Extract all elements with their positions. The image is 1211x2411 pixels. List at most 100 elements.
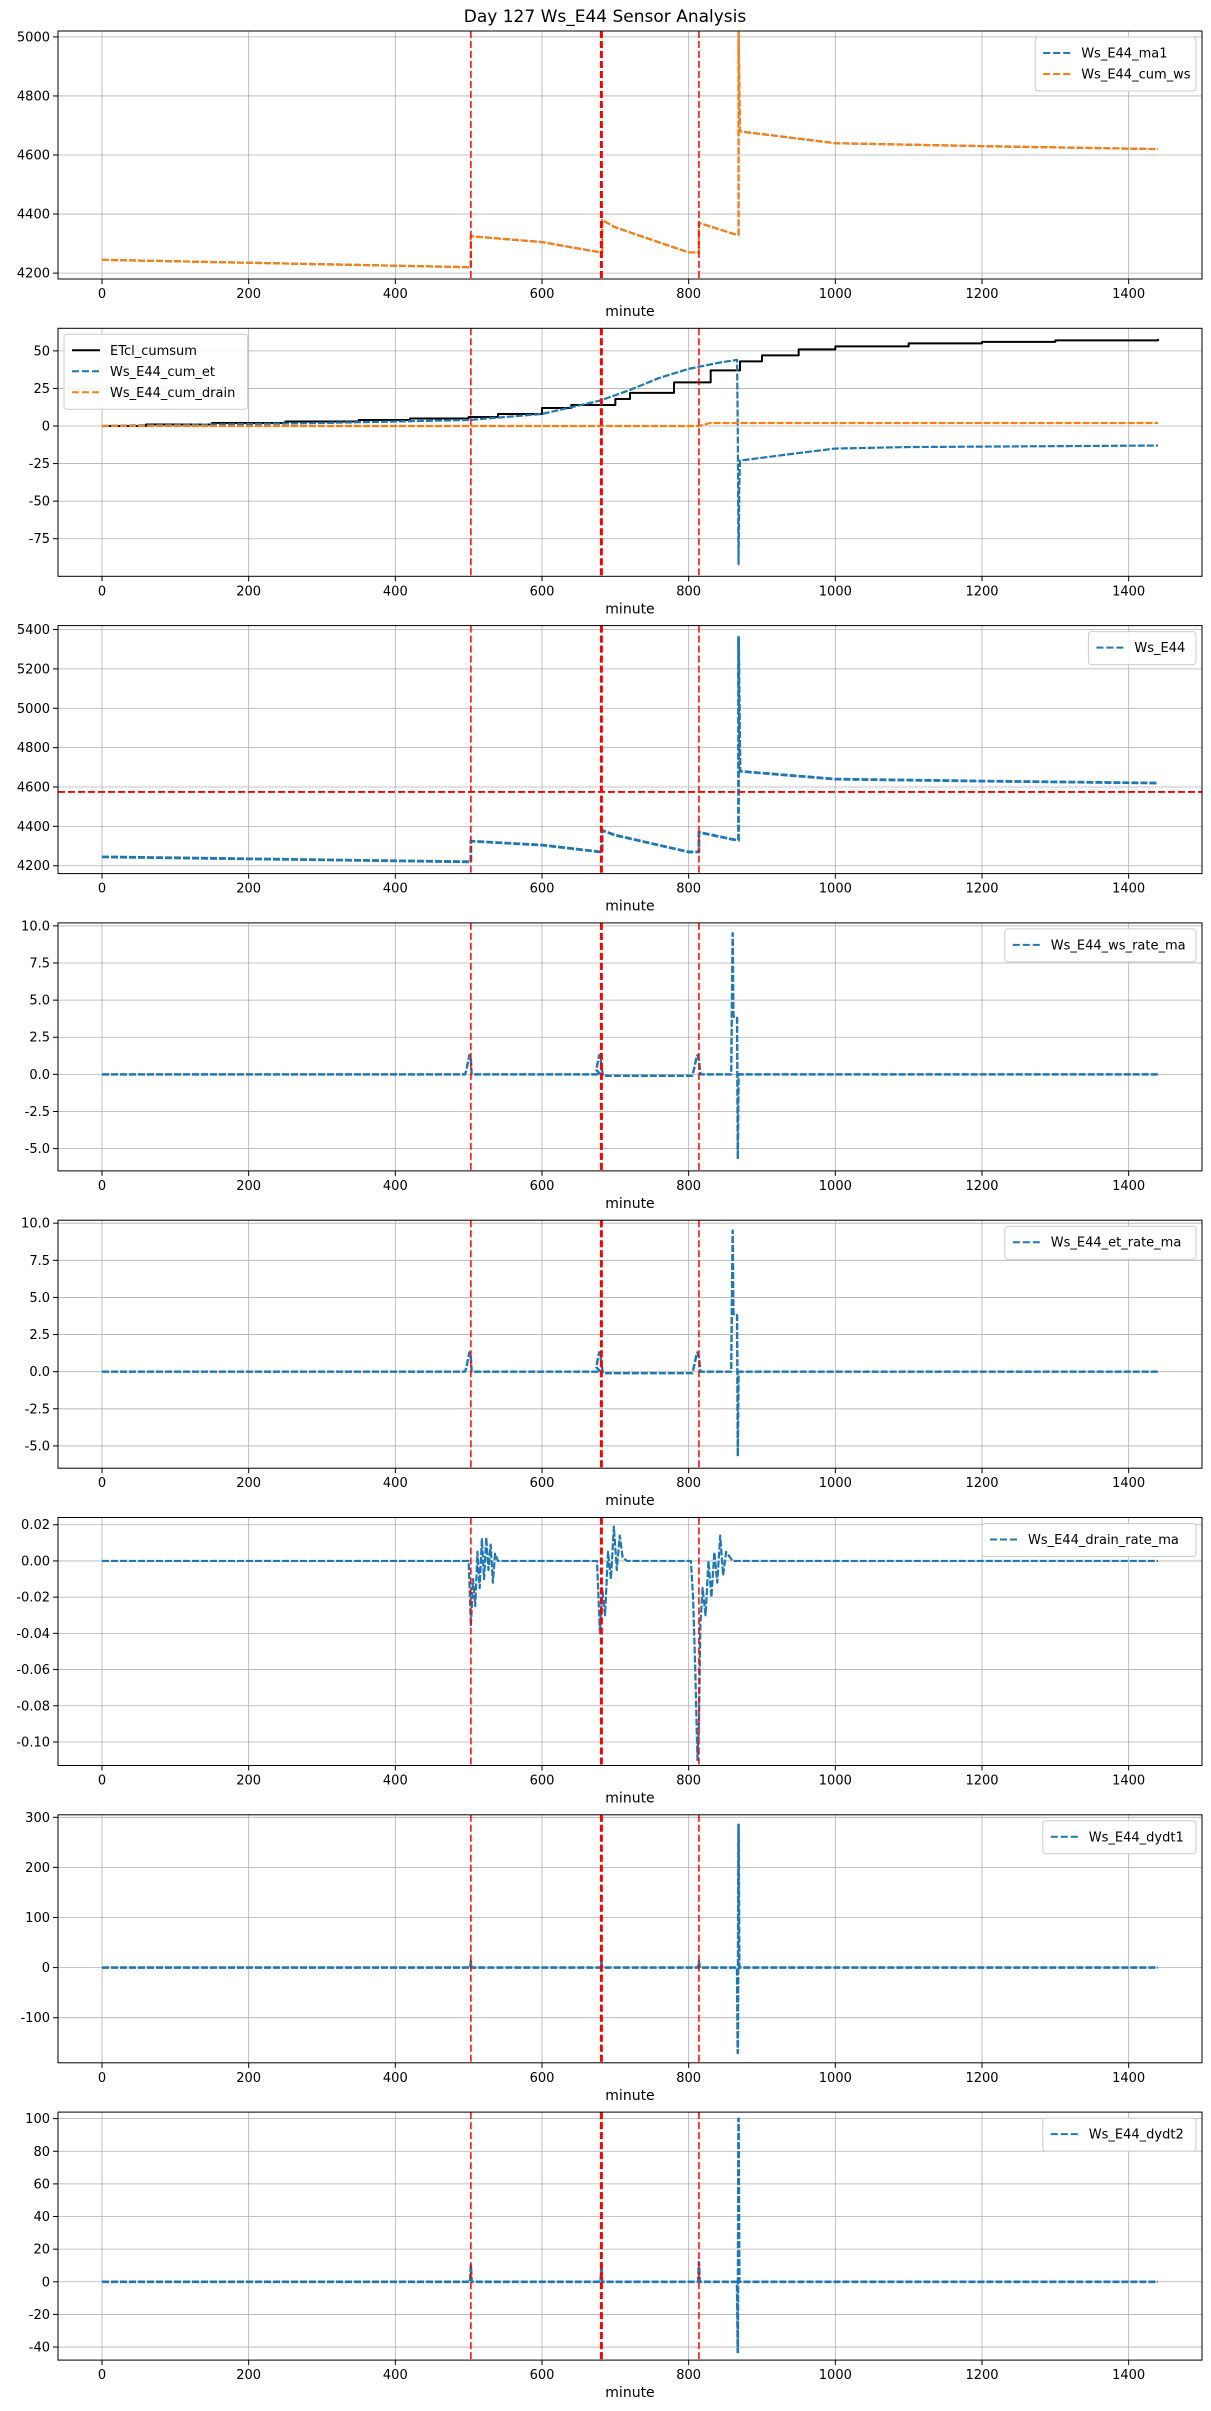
legend-label: Ws_E44_dydt1 <box>1089 1830 1184 1845</box>
x-tick-label: 0 <box>98 1774 106 1789</box>
legend-label: Ws_E44_ws_rate_ma <box>1051 938 1186 953</box>
legend: Ws_E44_ma1 Ws_E44_cum_ws <box>1034 36 1197 92</box>
x-axis-label: minute <box>605 1493 654 1509</box>
x-tick-label: 1000 <box>819 1179 852 1194</box>
plot-area <box>102 2117 1158 2354</box>
legend-box <box>1004 928 1197 963</box>
legend-box <box>1034 36 1197 92</box>
subplot-3: 0 200 400 600 800 1000 1200 1400 4200 4400 4600 480… <box>17 623 1203 915</box>
subplot-5: 0 200 400 600 800 1000 1200 1400 -5.0 -2.5 0.0 2.5 5… <box>21 1217 1203 1509</box>
y-tick-label: 4600 <box>17 149 50 164</box>
x-tick-label: 600 <box>530 882 555 897</box>
x-axis-label: minute <box>605 1196 654 1212</box>
plot-area <box>101 636 1159 864</box>
x-tick-label: 600 <box>530 2368 555 2383</box>
x-tick-label: 400 <box>383 2071 408 2086</box>
y-tick-label: -100 <box>20 2011 50 2026</box>
series-line-Ws_E44_drain_rate_ma <box>102 1525 1158 1762</box>
y-tick-label: 0 <box>42 419 50 434</box>
x-tick-label: 1200 <box>965 1179 998 1194</box>
x-tick-label: 1400 <box>1112 584 1145 599</box>
x-tick-label: 200 <box>236 584 261 599</box>
x-tick-label: 1400 <box>1112 882 1145 897</box>
x-tick-label: 1200 <box>965 2071 998 2086</box>
y-tick-label: 10.0 <box>21 1217 50 1232</box>
y-tick-label: -5.0 <box>25 1142 50 1157</box>
y-tick-label: -0.06 <box>16 1663 50 1678</box>
x-tick-label: 800 <box>676 1476 701 1491</box>
subplot-7: 0 200 400 600 800 1000 1200 1400 -100 0 100 200 300 m… <box>20 1811 1203 2104</box>
x-tick-label: 800 <box>676 882 701 897</box>
subplot-4: 0 200 400 600 800 1000 1200 1400 -5.0 -2.5 0.0 2.5 5… <box>21 919 1203 1212</box>
series-line-ETcl_cumsum <box>102 338 1159 427</box>
x-tick-label: 0 <box>98 1179 106 1194</box>
x-tick-label: 0 <box>98 584 106 599</box>
axes-frame <box>57 1517 1203 1766</box>
x-tick-label: 600 <box>530 287 555 302</box>
y-tick-label: 5400 <box>17 623 50 638</box>
legend-label: Ws_E44_cum_drain <box>110 386 235 401</box>
x-tick-label: 0 <box>98 1476 106 1491</box>
x-tick-label: 800 <box>676 584 701 599</box>
legend: Ws_E44 <box>1087 631 1197 666</box>
y-tick-label: 5000 <box>17 30 50 45</box>
x-tick-label: 1400 <box>1112 2071 1145 2086</box>
x-axis-label: minute <box>605 2088 654 2104</box>
x-tick-label: 1200 <box>965 2368 998 2383</box>
legend-label: ETcl_cumsum <box>110 344 197 359</box>
x-tick-label: 600 <box>530 584 555 599</box>
x-tick-label: 800 <box>676 2368 701 2383</box>
y-tick-label: 20 <box>33 2243 50 2258</box>
x-tick-label: 1000 <box>819 2071 852 2086</box>
y-tick-label: -0.02 <box>16 1591 50 1606</box>
legend-box <box>63 333 249 410</box>
y-tick-label: 80 <box>33 2145 50 2160</box>
y-tick-label: -2.5 <box>25 1105 50 1120</box>
x-tick-label: 800 <box>676 1774 701 1789</box>
legend-box <box>1042 1820 1197 1855</box>
figure-title: Day 127 Ws_E44 Sensor Analysis <box>464 7 747 27</box>
x-tick-label: 1200 <box>965 1774 998 1789</box>
plot-area <box>101 338 1159 566</box>
x-tick-label: 400 <box>383 584 408 599</box>
x-tick-label: 1400 <box>1112 1476 1145 1491</box>
x-axis-label: minute <box>605 601 654 617</box>
x-tick-label: 200 <box>236 287 261 302</box>
subplots: 0 200 400 600 800 1000 1200 1400420044004600480… <box>16 30 1203 2401</box>
x-axis-label: minute <box>605 2385 654 2401</box>
legend-label: Ws_E44 <box>1134 641 1185 656</box>
y-tick-label: 0.00 <box>21 1554 50 1569</box>
x-tick-label: 800 <box>676 1179 701 1194</box>
x-axis-label: minute <box>605 304 654 320</box>
y-tick-label: 50 <box>33 344 50 359</box>
x-tick-label: 200 <box>236 2368 261 2383</box>
subplot-8: 0 200 400 600 800 1000 1200 1400 -40 -20 0 20 40 60 80… <box>25 2111 1203 2401</box>
series-line-Ws_E44_dydt1 <box>102 1823 1158 2055</box>
y-tick-label: 60 <box>33 2177 50 2192</box>
legend-label: Ws_E44_cum_et <box>110 365 215 380</box>
x-tick-label: 200 <box>236 882 261 897</box>
y-tick-label: 4200 <box>17 859 50 874</box>
plot-area <box>102 1525 1158 1762</box>
y-tick-label: -50 <box>29 495 50 510</box>
x-tick-label: 200 <box>236 1179 261 1194</box>
y-tick-label: 0.0 <box>29 1365 50 1380</box>
series-line-Ws_E44_dydt2 <box>102 2117 1158 2354</box>
x-tick-label: 1000 <box>819 287 852 302</box>
x-tick-label: 1200 <box>965 882 998 897</box>
x-tick-label: 600 <box>530 1476 555 1491</box>
y-tick-label: -25 <box>29 457 50 472</box>
x-tick-label: 400 <box>383 882 408 897</box>
axes-frame <box>57 2111 1203 2361</box>
x-tick-label: 200 <box>236 2071 261 2086</box>
x-tick-label: 1000 <box>819 1774 852 1789</box>
subplot-1: 0 200 400 600 800 1000 1200 1400 4200 4400 4600 480… <box>17 30 1203 320</box>
axes-frame <box>57 625 1203 875</box>
x-tick-label: 1400 <box>1112 1179 1145 1194</box>
x-tick-label: 800 <box>676 2071 701 2086</box>
x-tick-label: 600 <box>530 1179 555 1194</box>
x-tick-label: 1000 <box>819 882 852 897</box>
x-axis-label: minute <box>605 899 654 915</box>
y-tick-label: 0 <box>42 1961 50 1976</box>
